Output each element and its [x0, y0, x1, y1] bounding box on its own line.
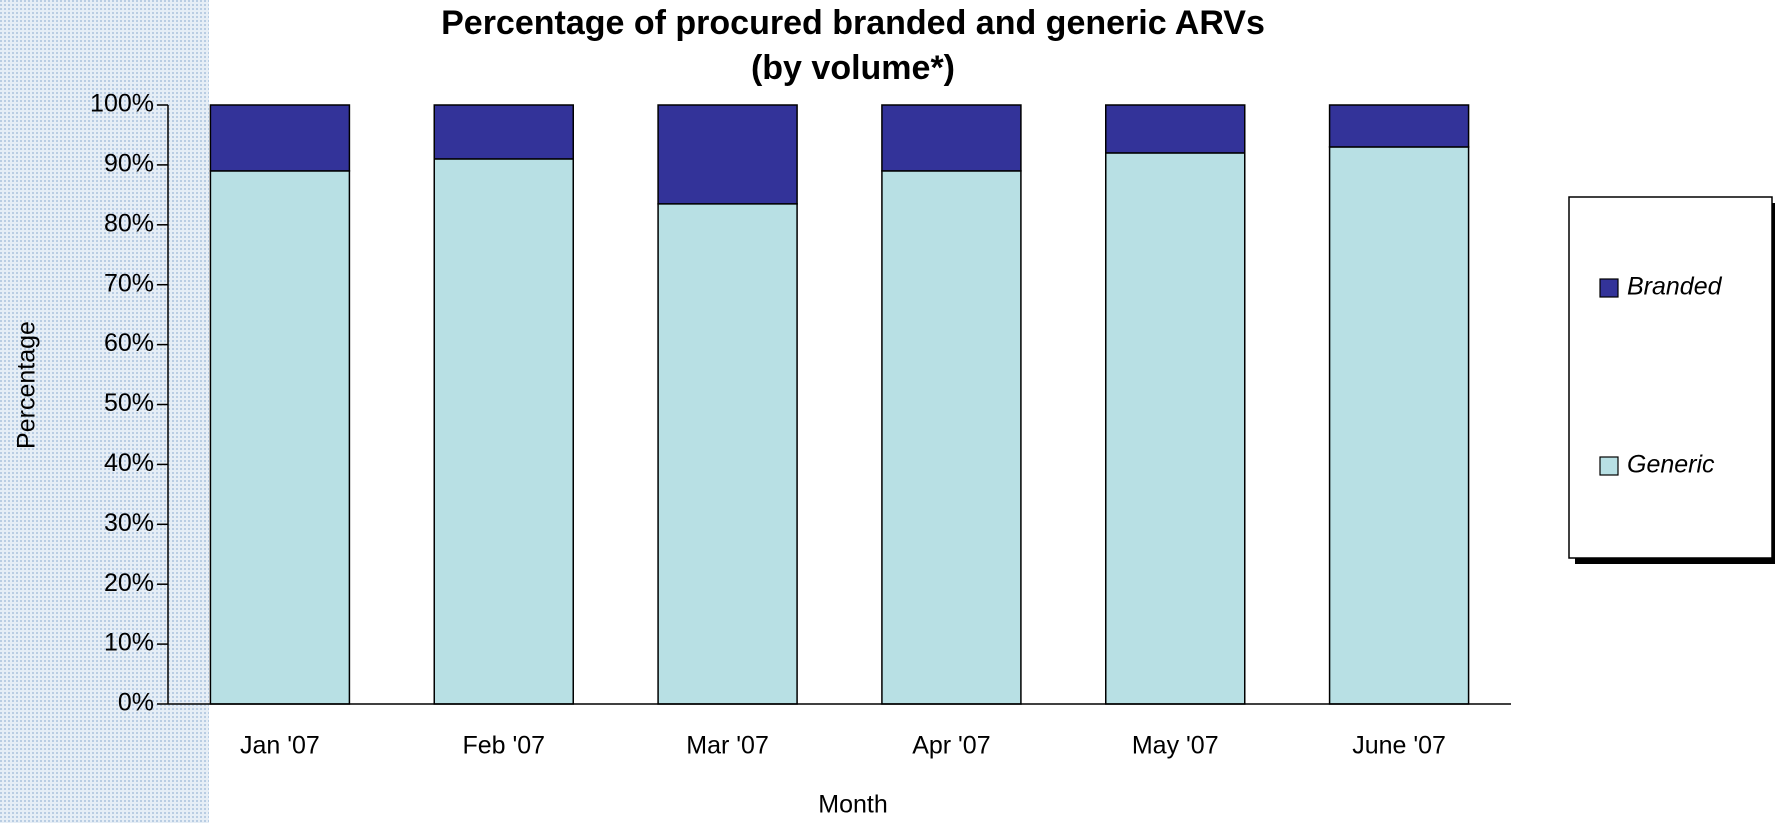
x-tick-label: Mar '07 — [686, 732, 769, 760]
y-tick-label: 100% — [90, 90, 154, 118]
y-tick-label: 30% — [104, 509, 154, 537]
y-tick-label: 10% — [104, 629, 154, 657]
bar-segment — [209, 170, 351, 705]
bar-segment — [1105, 152, 1246, 705]
y-tick-label: 60% — [104, 329, 154, 357]
chart-title: Percentage of procured branded and gener… — [441, 4, 1265, 42]
y-tick-label: 80% — [104, 209, 154, 237]
bar-segment — [881, 170, 1022, 705]
bar-segment — [433, 104, 574, 160]
bar-segment — [1328, 104, 1470, 148]
legend-swatch — [1599, 456, 1619, 476]
legend-swatch — [1599, 278, 1619, 298]
bar-segment — [1105, 104, 1246, 154]
x-tick-label: Jan '07 — [240, 732, 320, 760]
x-tick-label: Apr '07 — [912, 732, 990, 760]
y-tick-label: 90% — [104, 150, 154, 178]
x-tick-label: May '07 — [1132, 732, 1219, 760]
x-tick-label: June '07 — [1352, 732, 1446, 760]
y-tick-label: 70% — [104, 269, 154, 297]
bar-segment — [433, 158, 574, 705]
x-axis-label: Month — [818, 791, 887, 819]
bar-segment — [881, 104, 1022, 172]
y-tick-label: 50% — [104, 389, 154, 417]
bar-segment — [1328, 146, 1470, 705]
legend-label: Branded — [1627, 273, 1723, 301]
x-tick-label: Feb '07 — [462, 732, 545, 760]
bar-segment — [209, 104, 351, 172]
bar-segment — [657, 104, 798, 205]
y-axis-label: Percentage — [13, 321, 41, 449]
y-tick-label: 20% — [104, 569, 154, 597]
y-tick-label: 0% — [118, 689, 154, 717]
legend-label: Generic — [1627, 451, 1715, 479]
y-tick-label: 40% — [104, 449, 154, 477]
side-strip — [0, 0, 209, 823]
chart-subtitle: (by volume*) — [751, 49, 955, 87]
legend-box — [1568, 196, 1773, 559]
bar-segment — [657, 203, 798, 705]
